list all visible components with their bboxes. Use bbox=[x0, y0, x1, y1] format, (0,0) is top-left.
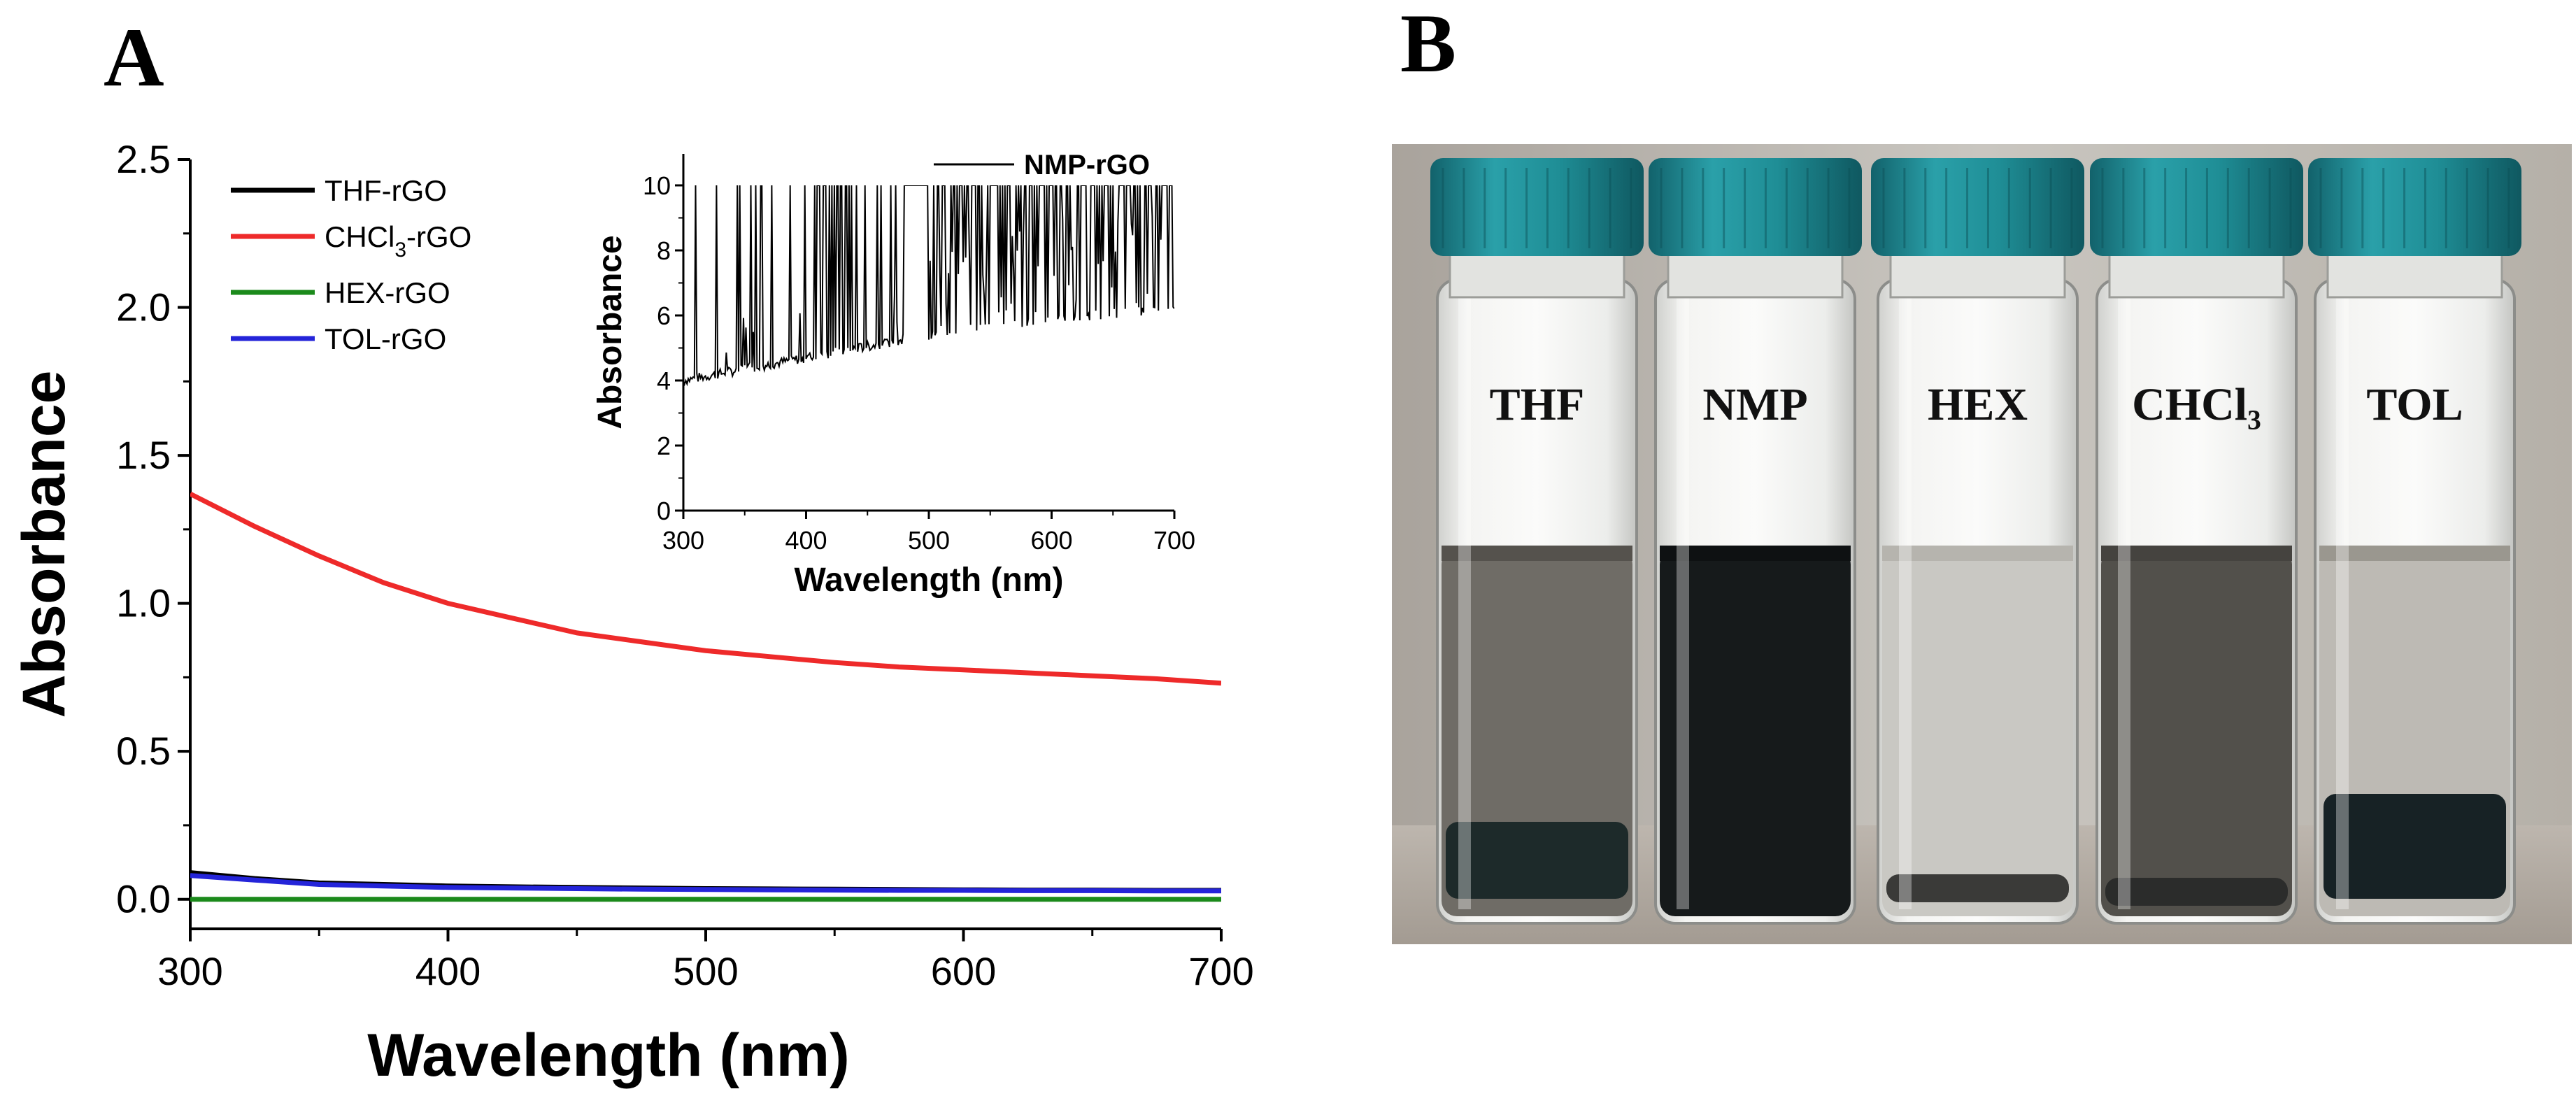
vial-label: NMP bbox=[1702, 379, 1807, 430]
x-tick-label: 300 bbox=[157, 949, 222, 993]
main-ticks: 300 400 500 600 700 0.0 0.5 1.0 1.5 2.0 2.5 bbox=[116, 137, 1254, 993]
y-tick-label: 0.5 bbox=[116, 729, 171, 773]
vial-sediment bbox=[1446, 822, 1628, 899]
vial-cap bbox=[1430, 158, 1644, 256]
vial-label: TOL bbox=[2366, 379, 2463, 430]
vial-neck bbox=[2326, 247, 2503, 299]
main-series-group bbox=[190, 491, 1221, 902]
y-tick-label: 2.0 bbox=[116, 285, 171, 329]
inset-series-line-NMP-rGO bbox=[683, 185, 1174, 387]
vial-highlight bbox=[1458, 294, 1471, 909]
vial-meniscus bbox=[1660, 546, 1851, 561]
vial-sediment bbox=[2105, 878, 2288, 906]
vial-meniscus bbox=[1442, 546, 1632, 561]
inset-x-axis-title: Wavelength (nm) bbox=[795, 562, 1064, 599]
panel-a-letter: A bbox=[104, 10, 164, 104]
x-tick-label: 700 bbox=[1188, 949, 1253, 993]
vial-liquid bbox=[2101, 549, 2292, 916]
vial-cap bbox=[2308, 158, 2521, 256]
inset-x-tick-label: 600 bbox=[1030, 526, 1072, 555]
vial-liquid bbox=[1660, 549, 1851, 916]
vial-meniscus bbox=[1882, 546, 2073, 561]
inset-y-tick-label: 4 bbox=[657, 367, 671, 395]
inset-series-group bbox=[683, 185, 1174, 387]
inset-x-tick-label: 300 bbox=[662, 526, 704, 555]
vial-2: HEX bbox=[1871, 158, 2084, 925]
inset-x-tick-label: 400 bbox=[785, 526, 827, 555]
y-tick-label: 2.5 bbox=[116, 137, 171, 181]
x-tick-label: 400 bbox=[415, 949, 481, 993]
vial-sediment bbox=[2324, 794, 2506, 899]
vial-cap bbox=[1871, 158, 2084, 256]
vial-0: THF bbox=[1430, 158, 1644, 925]
inset-y-tick-label: 0 bbox=[657, 497, 671, 525]
x-axis-title: Wavelength (nm) bbox=[367, 1022, 850, 1089]
vial-cap bbox=[1649, 158, 1862, 256]
inset-plot: 300 400 500 600 700 0 2 4 6 8 10 NMP-rGO Wavelengt… bbox=[592, 150, 1195, 599]
vial-highlight bbox=[2118, 294, 2130, 909]
panel-b-letter: B bbox=[1400, 0, 1456, 90]
vials-photo: THF NMP HEX CHCl₃ TOL bbox=[1392, 144, 2572, 944]
vial-highlight bbox=[2336, 294, 2349, 909]
vial-meniscus bbox=[2101, 546, 2292, 561]
inset-x-tick-label: 700 bbox=[1153, 526, 1195, 555]
series-line-TOL-rGO bbox=[190, 873, 1221, 894]
vials-group: THF NMP HEX CHCl₃ TOL bbox=[1430, 158, 2521, 925]
vial-liquid bbox=[1882, 549, 2073, 916]
vial-label: HEX bbox=[1928, 379, 2028, 430]
series-line-CHCl3-rGO bbox=[190, 491, 1221, 686]
y-tick-label: 0.0 bbox=[116, 877, 171, 921]
inset-y-tick-label: 10 bbox=[643, 171, 671, 200]
vial-label: THF bbox=[1490, 379, 1585, 430]
y-tick-label: 1.0 bbox=[116, 581, 171, 625]
y-axis-title: Absorbance bbox=[10, 370, 78, 718]
inset-y-tick-label: 8 bbox=[657, 236, 671, 265]
vial-1: NMP bbox=[1649, 158, 1862, 925]
inset-x-tick-label: 500 bbox=[908, 526, 950, 555]
legend-label: THF-rGO bbox=[325, 174, 447, 207]
x-tick-label: 500 bbox=[673, 949, 738, 993]
vial-3: CHCl₃ bbox=[2090, 158, 2303, 925]
vial-highlight bbox=[1899, 294, 1912, 909]
legend-label: CHCl3-rGO bbox=[325, 220, 471, 262]
vial-neck bbox=[2108, 247, 2285, 299]
inset-legend-label: NMP-rGO bbox=[1024, 150, 1150, 180]
x-tick-label: 600 bbox=[931, 949, 996, 993]
vial-meniscus bbox=[2319, 546, 2510, 561]
legend: THF-rGO CHCl3-rGO HEX-rGO TOL-rGO bbox=[231, 174, 471, 355]
inset-y-axis-title: Absorbance bbox=[592, 235, 629, 429]
main-plot: 300 400 500 600 700 0.0 0.5 1.0 1.5 2.0 2.5 bbox=[116, 137, 1254, 993]
legend-label: HEX-rGO bbox=[325, 276, 450, 309]
y-tick-label: 1.5 bbox=[116, 433, 171, 477]
vial-neck bbox=[1889, 247, 2066, 299]
legend-label: TOL-rGO bbox=[325, 322, 446, 355]
vial-4: TOL bbox=[2308, 158, 2521, 925]
inset-y-tick-label: 6 bbox=[657, 301, 671, 330]
vial-highlight bbox=[1677, 294, 1689, 909]
vial-neck bbox=[1667, 247, 1844, 299]
vial-label: CHCl₃ bbox=[2132, 379, 2261, 430]
vial-cap bbox=[2090, 158, 2303, 256]
inset-ticks: 300 400 500 600 700 0 2 4 6 8 10 bbox=[643, 171, 1195, 555]
vial-sediment bbox=[1886, 874, 2069, 902]
inset-y-tick-label: 2 bbox=[657, 432, 671, 460]
